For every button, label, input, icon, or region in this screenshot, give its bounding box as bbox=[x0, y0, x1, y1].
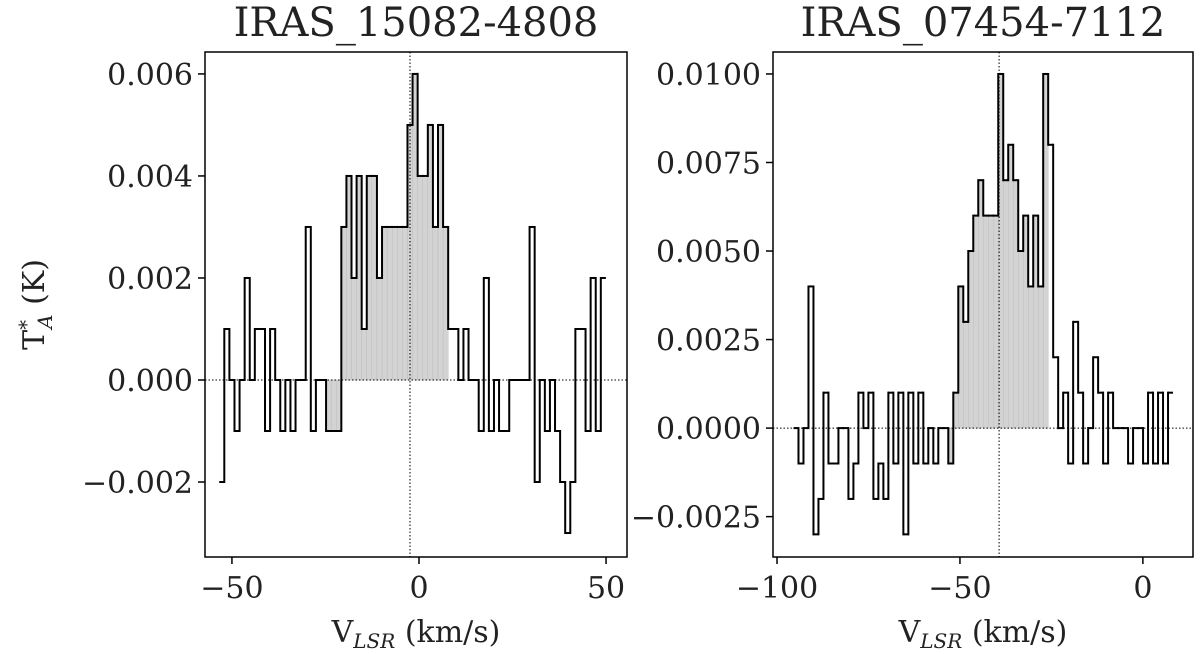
shaded-area bbox=[376, 277, 383, 381]
shaded-area bbox=[392, 226, 398, 381]
x-axis-label: VLSR (km/s) bbox=[898, 615, 1068, 653]
shaded-area bbox=[1018, 250, 1024, 429]
x-tick-label: 50 bbox=[587, 571, 625, 606]
y-tick-label: 0.006 bbox=[107, 58, 193, 93]
x-tick-label: 0 bbox=[409, 571, 428, 606]
shaded-area bbox=[993, 215, 999, 429]
axes-frame bbox=[204, 51, 628, 558]
label-part: V bbox=[898, 615, 922, 650]
panel-title: IRAS_07454-7112 bbox=[801, 0, 1166, 46]
shaded-area bbox=[417, 175, 423, 381]
y-tick-label: −0.002 bbox=[82, 466, 193, 501]
label-part: V bbox=[331, 615, 355, 650]
label-sub: LSR bbox=[919, 629, 962, 653]
axes-frame bbox=[772, 51, 1194, 558]
shaded-area bbox=[402, 226, 408, 381]
shaded-area bbox=[397, 226, 403, 381]
x-tick-label: 0 bbox=[1133, 571, 1152, 606]
shaded-area bbox=[1003, 179, 1009, 429]
y-tick-label: 0.0050 bbox=[656, 235, 761, 270]
y-tick-label: 0.004 bbox=[107, 160, 193, 195]
label-sub: A bbox=[33, 314, 57, 330]
y-tick-label: −0.0025 bbox=[631, 501, 761, 536]
y-axis-label: T*A (K) bbox=[14, 259, 57, 350]
x-tick-label: −50 bbox=[928, 571, 991, 606]
shaded-area bbox=[988, 215, 994, 429]
label-sup: * bbox=[14, 320, 38, 330]
shaded-area bbox=[422, 175, 429, 381]
y-tick-label: 0.0000 bbox=[656, 412, 761, 447]
y-tick-label: 0.0075 bbox=[656, 146, 761, 181]
panel-title: IRAS_15082-4808 bbox=[234, 0, 599, 46]
shaded-area bbox=[386, 226, 393, 381]
panel: IRAS_07454-7112 −0.0025 0.0000 0.0025 0.0050… bbox=[631, 0, 1194, 653]
y-tick-label: 0.0025 bbox=[656, 324, 761, 359]
shaded-area bbox=[1028, 286, 1034, 429]
x-axis-label: VLSR (km/s) bbox=[331, 615, 501, 653]
shaded-area bbox=[361, 328, 367, 381]
shaded-area bbox=[351, 277, 357, 381]
x-tick-label: −50 bbox=[200, 571, 263, 606]
y-tick-label: 0.0100 bbox=[656, 58, 761, 93]
panel: IRAS_15082-4808 −0.002 0.000 0.002 0.004 0.00… bbox=[14, 0, 628, 653]
shaded-area bbox=[1008, 144, 1014, 429]
label-sub: LSR bbox=[352, 629, 395, 653]
label-part: (km/s) bbox=[395, 615, 500, 650]
label-part: (km/s) bbox=[962, 615, 1067, 650]
label-part: (K) bbox=[17, 259, 52, 314]
shaded-area bbox=[1037, 286, 1044, 429]
shaded-area bbox=[330, 379, 337, 432]
shaded-area bbox=[983, 215, 989, 429]
label-part: T bbox=[17, 330, 52, 350]
shaded-area bbox=[963, 321, 969, 429]
shaded-area bbox=[978, 179, 984, 429]
x-tick-label: −100 bbox=[736, 571, 818, 606]
y-tick-label: 0.000 bbox=[107, 364, 193, 399]
y-tick-label: 0.002 bbox=[107, 262, 193, 297]
shaded-area bbox=[432, 226, 439, 381]
